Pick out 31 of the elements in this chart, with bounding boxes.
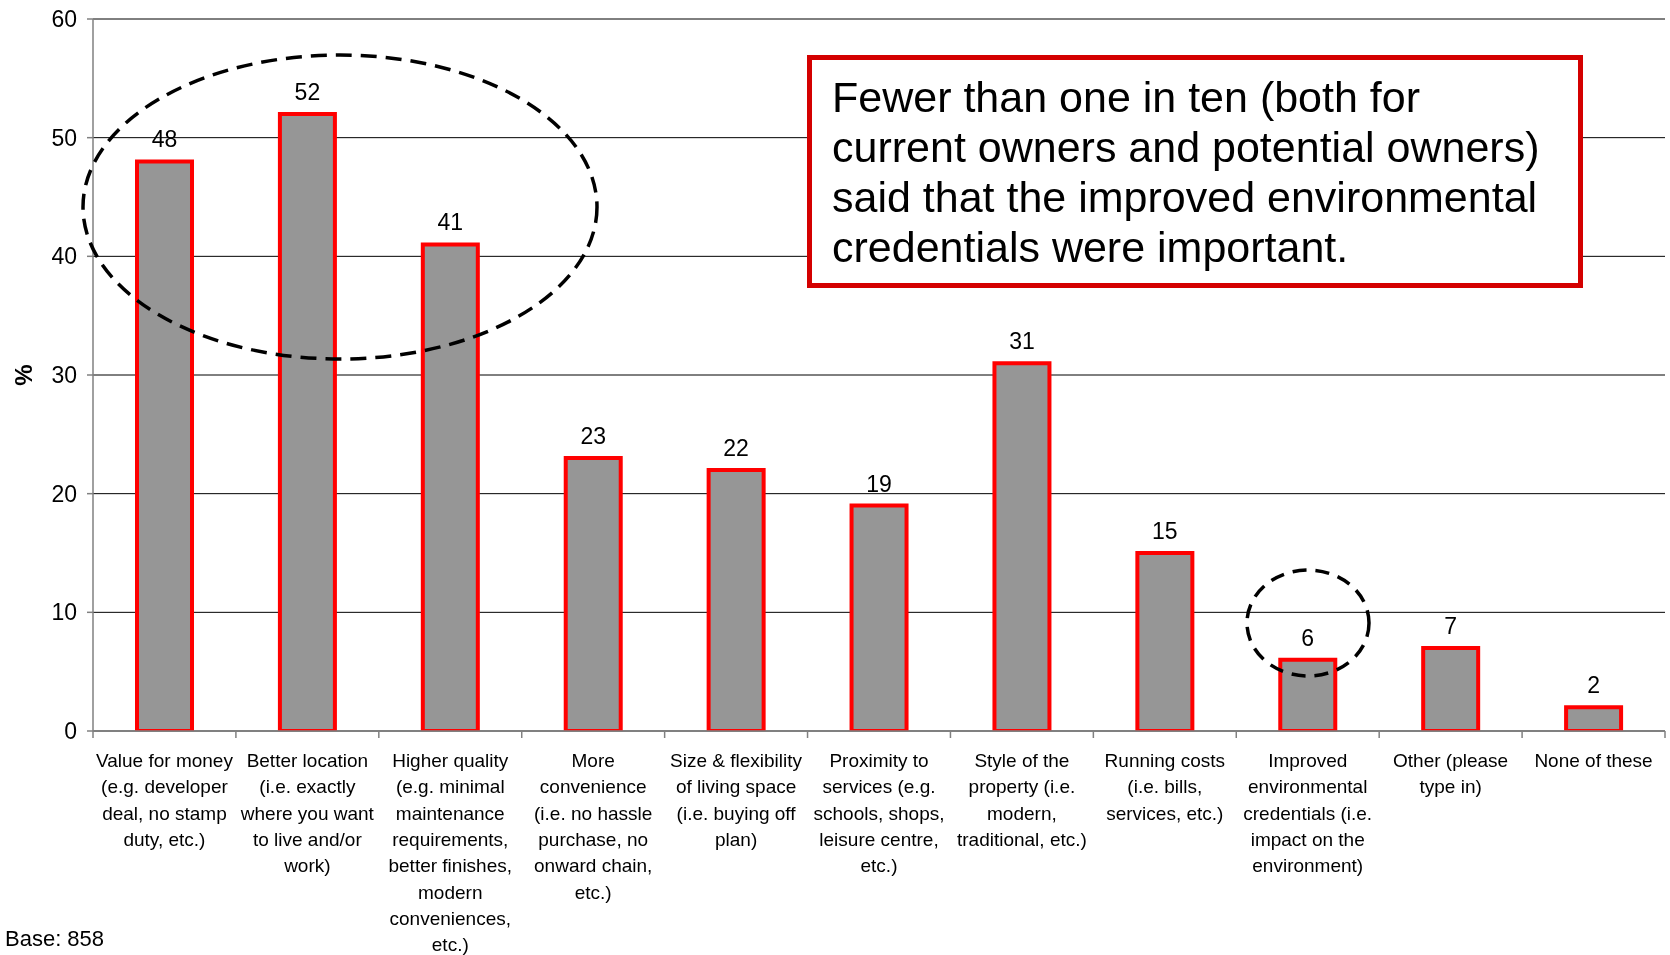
data-label: 19 xyxy=(866,470,892,497)
x-tick-label: Higher quality (e.g. minimal maintenance requirements, better finishes, modern conveniences, etc.) xyxy=(388,750,513,955)
annotation: Fewer than one in ten (both for current owners and potential owners) said that the improved environmental credentials were important. xyxy=(807,55,1583,288)
data-label: 23 xyxy=(580,423,607,450)
data-label: 15 xyxy=(1152,518,1178,544)
y-tick-label: 60 xyxy=(51,6,77,33)
data-label: 52 xyxy=(294,78,321,105)
data-label: 31 xyxy=(1009,328,1035,355)
x-tick-label: More convenience (i.e. no hassle purchase, no onward chain, etc.) xyxy=(534,750,653,903)
x-tick-label: Other (please type in) xyxy=(1393,750,1509,798)
x-tick-label: Style of the property (i.e. modern, traditional, etc.) xyxy=(956,750,1087,850)
text: Base: 858 xyxy=(5,926,105,952)
x-tick-label: None of these xyxy=(1534,750,1653,771)
x-tick-label: Proximity to services (e.g. schools, shops, leisure centre, etc.) xyxy=(813,750,945,877)
x-tick-label: Better location (i.e. exactly where you want to live and/or work) xyxy=(239,750,375,877)
y-tick-label: 50 xyxy=(51,124,77,151)
y-tick-label: 30 xyxy=(51,362,77,389)
y-tick-label: 20 xyxy=(51,480,77,507)
data-label: 41 xyxy=(437,209,464,236)
x-tick-label: Running costs (i.e. bills, services, etc.) xyxy=(1104,750,1226,824)
data-label: 22 xyxy=(723,434,749,461)
y-tick-label: 10 xyxy=(51,599,77,626)
x-tick-label: Improved environmental credentials (i.e. impact on the environment) xyxy=(1243,750,1373,877)
y-axis-title: % xyxy=(9,364,37,386)
data-label: 2 xyxy=(1587,672,1600,699)
x-tick-label: Size & flexibility of living space (i.e. buying off plan) xyxy=(670,750,803,850)
y-tick-label: 0 xyxy=(64,718,77,745)
x-tick-label: Value for money (e.g. developer deal, no stamp duty, etc.) xyxy=(95,750,234,850)
data-label: 7 xyxy=(1444,612,1458,639)
y-tick-label: 40 xyxy=(51,243,77,270)
data-label: 6 xyxy=(1301,624,1315,651)
